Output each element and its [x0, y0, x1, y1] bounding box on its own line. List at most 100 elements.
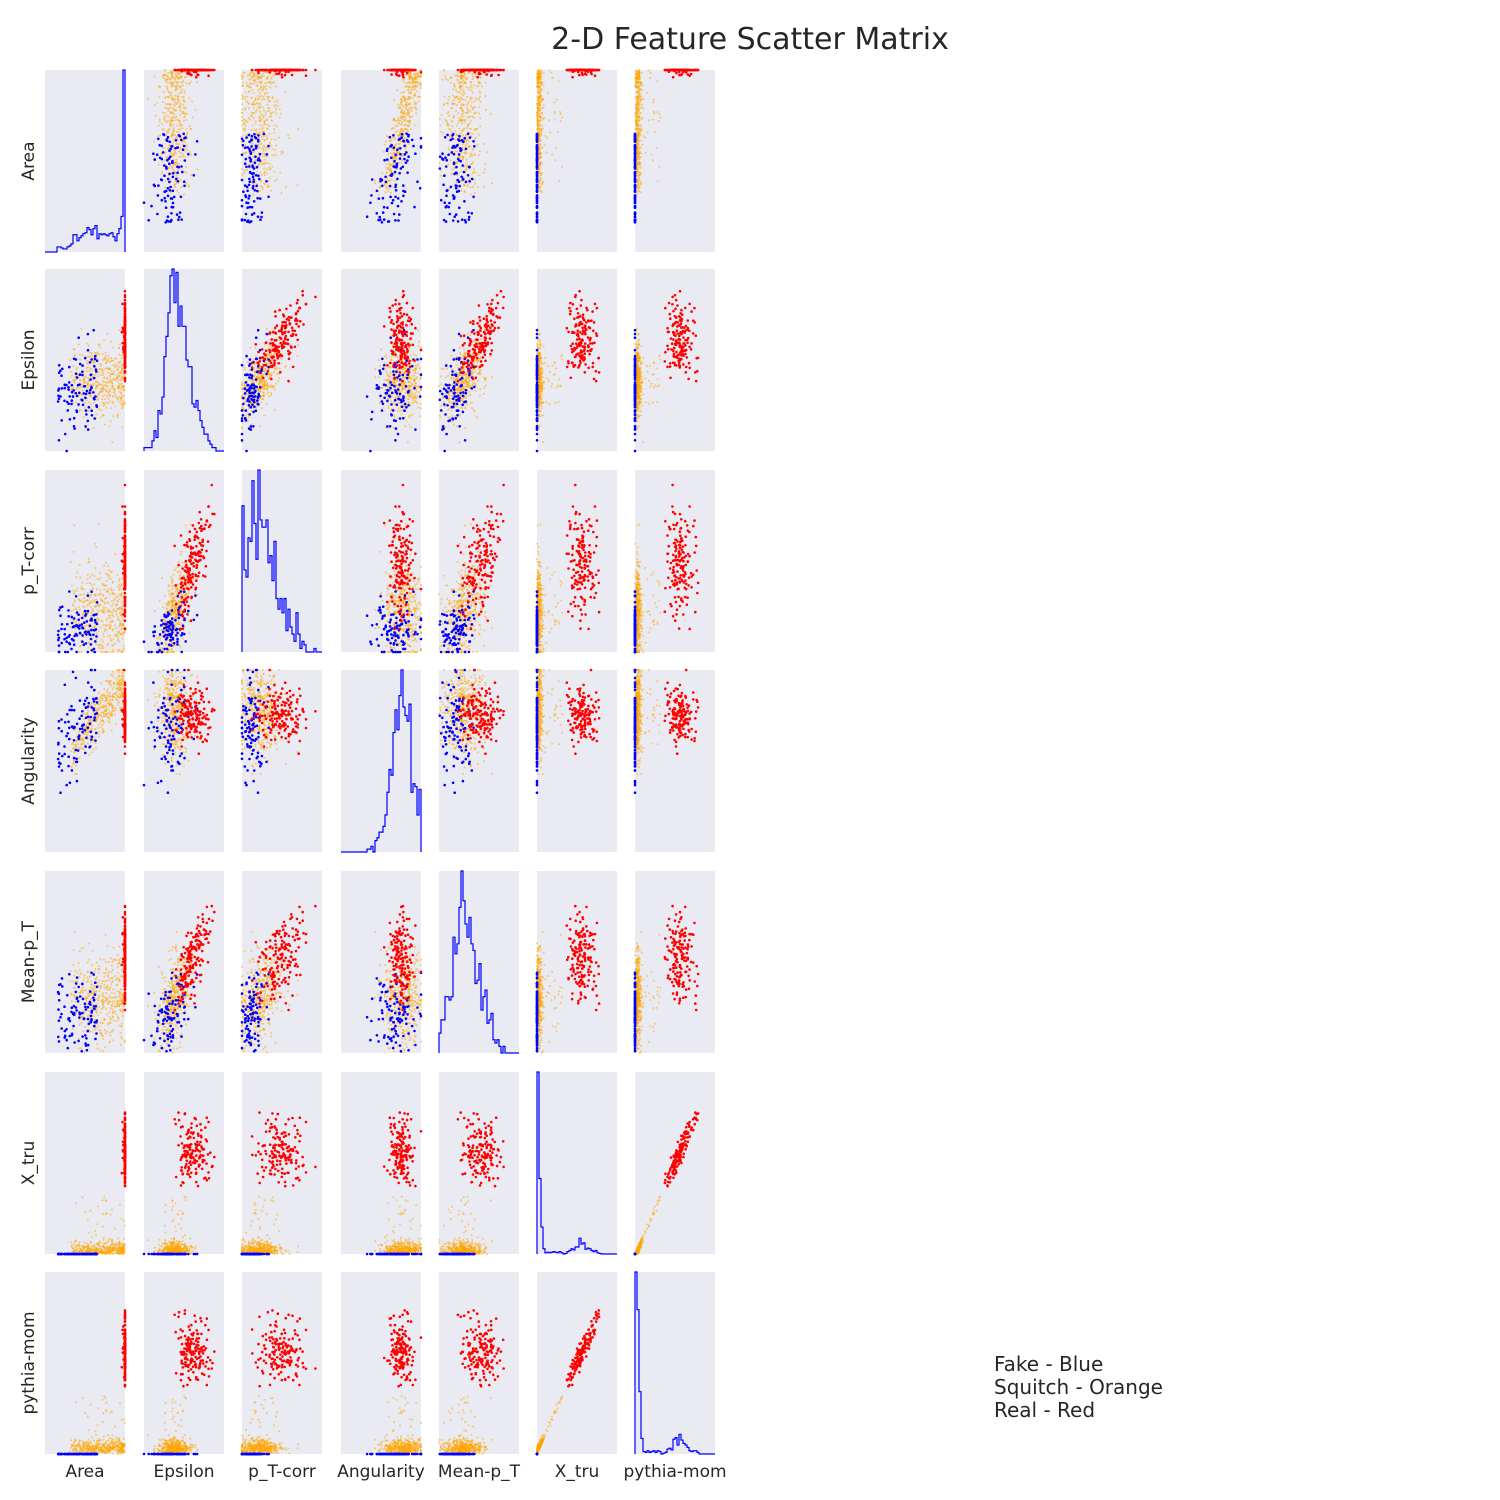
point-squitch — [100, 391, 102, 393]
point-squitch — [387, 169, 389, 171]
point-squitch — [119, 360, 121, 362]
point-squitch — [98, 353, 100, 355]
point-squitch — [104, 394, 106, 396]
point-squitch — [88, 367, 90, 369]
point-real — [568, 69, 571, 72]
point-squitch — [178, 93, 180, 95]
point-squitch — [98, 408, 100, 410]
point-fake — [260, 216, 263, 219]
point-squitch — [635, 122, 637, 124]
point-squitch — [188, 184, 190, 186]
point-squitch — [251, 89, 253, 91]
point-squitch — [287, 135, 289, 137]
point-squitch — [121, 383, 123, 385]
panel-background — [144, 269, 224, 451]
point-squitch — [475, 137, 477, 139]
point-fake — [403, 158, 406, 161]
point-squitch — [242, 85, 244, 87]
panel-Area-vs-Mean-p_T — [438, 69, 519, 252]
panel-Area-vs-Area — [45, 70, 125, 252]
point-squitch — [107, 391, 109, 393]
point-squitch — [637, 119, 639, 121]
point-squitch — [637, 167, 639, 169]
point-squitch — [484, 95, 486, 97]
point-squitch — [637, 83, 639, 85]
point-fake — [536, 133, 539, 136]
point-fake — [85, 393, 88, 396]
point-fake — [176, 166, 179, 169]
point-squitch — [455, 182, 457, 184]
point-fake — [462, 141, 465, 144]
point-squitch — [251, 381, 253, 383]
point-squitch — [174, 101, 176, 103]
point-fake — [467, 174, 470, 177]
point-squitch — [184, 76, 186, 78]
point-squitch — [119, 372, 121, 374]
point-squitch — [410, 107, 412, 109]
point-squitch — [464, 92, 466, 94]
point-squitch — [415, 112, 417, 114]
point-squitch — [106, 395, 108, 397]
point-squitch — [102, 414, 104, 416]
point-squitch — [400, 92, 402, 94]
point-squitch — [459, 87, 461, 89]
point-squitch — [74, 354, 76, 356]
point-squitch — [82, 390, 84, 392]
point-fake — [157, 138, 160, 141]
point-squitch — [536, 122, 538, 124]
point-squitch — [544, 135, 546, 137]
point-squitch — [444, 76, 446, 78]
point-fake — [454, 146, 457, 149]
point-fake — [445, 165, 448, 168]
point-real — [305, 69, 308, 72]
point-squitch — [389, 140, 391, 142]
point-squitch — [474, 172, 476, 174]
point-squitch — [87, 363, 89, 365]
point-fake — [386, 158, 389, 161]
point-squitch — [465, 134, 467, 136]
point-fake — [176, 213, 179, 216]
point-squitch — [390, 192, 392, 194]
point-squitch — [102, 405, 104, 407]
point-squitch — [244, 109, 246, 111]
point-real — [124, 304, 127, 307]
point-fake — [370, 194, 373, 197]
point-fake — [457, 220, 460, 223]
point-squitch — [170, 104, 172, 106]
point-squitch — [281, 151, 283, 153]
point-squitch — [109, 401, 111, 403]
point-squitch — [189, 151, 191, 153]
point-squitch — [266, 169, 268, 171]
point-squitch — [171, 166, 173, 168]
point-squitch — [540, 140, 542, 142]
point-squitch — [71, 375, 73, 377]
point-squitch — [406, 129, 408, 131]
point-squitch — [93, 427, 95, 429]
point-fake — [248, 165, 251, 168]
point-squitch — [172, 124, 174, 126]
point-fake — [84, 425, 87, 428]
point-fake — [458, 185, 461, 188]
point-squitch — [177, 169, 179, 171]
point-fake — [79, 373, 82, 376]
point-squitch — [118, 353, 120, 355]
point-squitch — [173, 130, 175, 132]
point-fake — [458, 180, 461, 183]
point-fake — [385, 181, 388, 184]
point-real — [420, 71, 423, 74]
point-fake — [68, 395, 71, 398]
point-fake — [252, 148, 255, 151]
point-squitch — [249, 79, 251, 81]
point-squitch — [170, 112, 172, 114]
point-fake — [95, 368, 98, 371]
point-fake — [161, 199, 164, 202]
point-squitch — [413, 81, 415, 83]
point-squitch — [109, 396, 111, 398]
point-squitch — [246, 82, 248, 84]
point-squitch — [554, 112, 556, 114]
point-squitch — [275, 154, 277, 156]
point-squitch — [174, 151, 176, 153]
point-squitch — [449, 135, 451, 137]
point-squitch — [121, 367, 123, 369]
point-squitch — [454, 103, 456, 105]
